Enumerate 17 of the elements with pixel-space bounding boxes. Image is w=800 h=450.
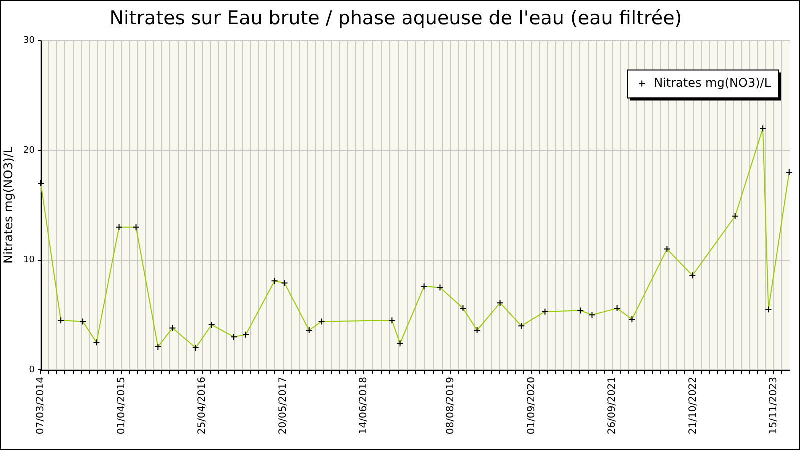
y-tick-label: 0: [29, 365, 36, 376]
x-tick-label: 08/08/2019: [446, 377, 457, 435]
x-tick-label: 14/06/2018: [358, 377, 370, 435]
x-tick-label: 01/04/2015: [116, 377, 128, 435]
x-tick-label: 25/04/2016: [197, 377, 208, 435]
x-tick-label: 21/10/2022: [688, 377, 699, 435]
y-axis-title: Nitrates mg(NO3)/L: [1, 146, 16, 264]
legend-label: Nitrates mg(NO3)/L: [654, 76, 772, 90]
x-tick-label: 15/11/2023: [768, 377, 780, 435]
x-tick-label: 26/09/2021: [607, 377, 618, 435]
x-tick-label: 20/05/2017: [278, 377, 289, 435]
y-tick-label: 10: [24, 256, 36, 266]
x-tick-label: 01/09/2020: [526, 377, 538, 435]
x-tick-label: 07/03/2014: [36, 377, 47, 435]
y-tick-label: 20: [24, 146, 36, 156]
chart-title: Nitrates sur Eau brute / phase aqueuse de l'eau (eau filtrée): [110, 7, 682, 30]
y-tick-label: 30: [24, 36, 36, 46]
